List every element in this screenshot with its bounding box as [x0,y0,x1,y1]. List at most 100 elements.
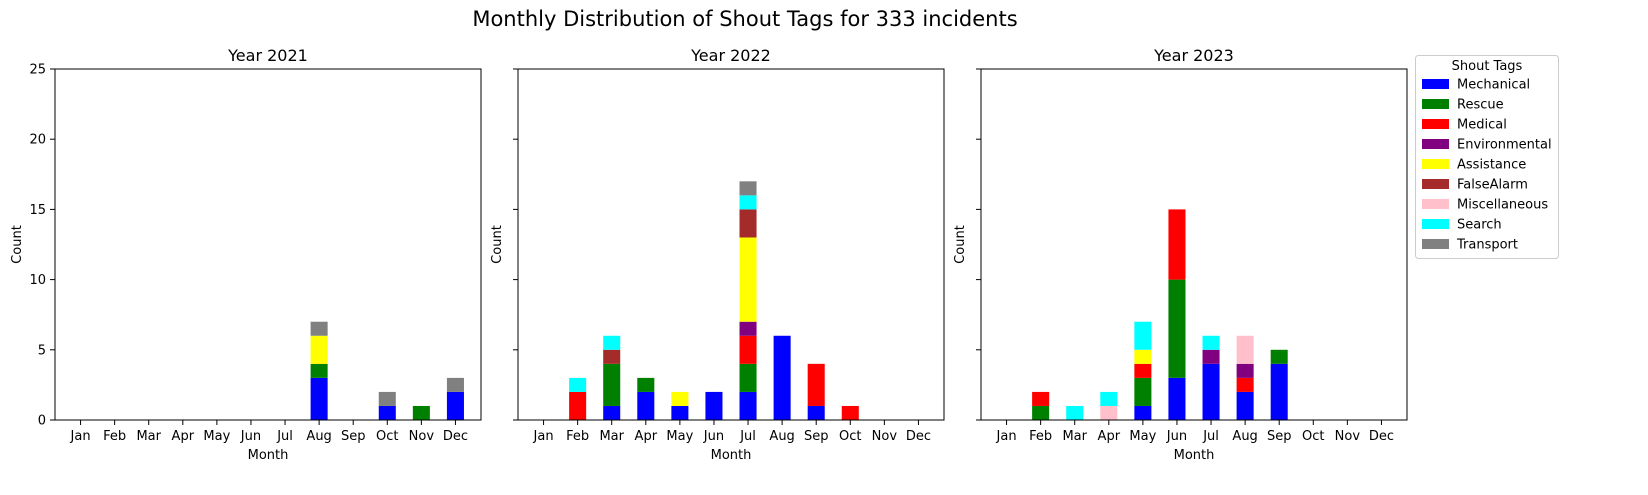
y-tick-label: 15 [29,203,46,218]
x-axis-label: Month [248,448,289,463]
bar-segment [841,405,859,420]
x-tick-label: Apr [1098,429,1121,444]
x-tick-label: Oct [1302,429,1324,444]
x-tick-label: Aug [769,429,794,444]
bar-segment [569,391,587,420]
axes-frame [54,68,482,421]
x-tick-label: Sep [804,429,829,444]
legend-swatch [1422,159,1449,169]
x-tick-label: Oct [376,429,398,444]
bar-segment [1202,363,1220,420]
legend-swatch [1422,199,1449,209]
legend-title: Shout Tags [1452,59,1523,74]
y-tick-label: 20 [29,133,46,148]
panel-2: Year 2022 Jan Feb Mar Apr May Jun Jul Aug Sep Oct N… [490,46,945,463]
bar-segment [1168,377,1186,420]
bar-segment [569,377,587,392]
legend-swatch [1422,219,1449,229]
x-tick-label: Sep [341,429,366,444]
x-tick-label: May [666,429,693,444]
bar-segment [1134,405,1152,420]
legend-entry-label: FalseAlarm [1457,178,1528,193]
bar-segment [739,363,757,392]
bar-segment [603,335,621,350]
bar-segment [378,391,396,406]
bar-segment [739,237,757,322]
x-tick-label: Oct [839,429,861,444]
bar-segment [739,321,757,336]
bar-segment [1100,391,1118,406]
x-tick-label: Jul [739,429,756,444]
legend-entry-label: Transport [1456,238,1518,253]
x-tick-label: Apr [172,429,195,444]
panel-1: Year 2021 Jan Feb Mar Apr May Jun Jul Aug Sep Oct N… [10,46,482,463]
axes-frame [517,68,945,421]
bar-segment [412,405,430,420]
y-axis-label: Count [10,225,25,264]
bar-segment [705,391,723,420]
x-tick-label: Jun [1166,429,1187,444]
x-tick-label: Dec [1369,429,1394,444]
bar-segment [1134,321,1152,350]
bar-segment [603,405,621,420]
bar-segment [1236,377,1254,392]
x-axis-label: Month [711,448,752,463]
legend-swatch [1422,79,1449,89]
legend-entry-label: Assistance [1457,158,1526,173]
x-tick-label: Feb [103,429,126,444]
bar-segment [310,363,328,378]
bar-segment [1134,377,1152,406]
y-axis-label: Count [490,225,505,264]
bar-segment [1032,405,1050,420]
legend-entry-label: Rescue [1457,98,1504,113]
bar-segment [807,363,825,406]
figure-title: Monthly Distribution of Shout Tags for 3… [472,7,1017,31]
bar-segment [446,391,464,420]
bar-segment [1134,349,1152,364]
bar-segment [671,405,689,420]
bar-segment [1202,335,1220,350]
panel-title: Year 2023 [1153,46,1234,65]
bar-segment [310,377,328,420]
x-tick-label: Jan [533,429,554,444]
x-tick-label: Feb [1029,429,1052,444]
bar-segment [739,209,757,238]
x-tick-label: Jan [996,429,1017,444]
legend-swatch [1422,119,1449,129]
x-tick-label: May [203,429,230,444]
legend-swatch [1422,139,1449,149]
x-tick-label: Jun [703,429,724,444]
bar-segment [773,335,791,420]
y-tick-label: 5 [38,343,46,358]
legend: Shout Tags Mechanical Rescue Medical Environ… [1415,55,1559,259]
bar-segment [378,405,396,420]
bar-segment [1032,391,1050,406]
legend-entry-label: Miscellaneous [1457,198,1548,213]
bar-segment [603,363,621,406]
legend-entry-label: Search [1457,218,1502,233]
panel-3: Year 2023 Jan Feb Mar Apr May Jun Jul Aug Sep Oct N… [953,46,1408,463]
legend-entry-label: Mechanical [1457,78,1530,93]
bar-segment [310,321,328,336]
bar-segment [739,195,757,210]
legend-entry-label: Environmental [1457,138,1552,153]
x-tick-label: Mar [1062,429,1087,444]
bar-segment [1134,363,1152,378]
x-tick-label: Apr [635,429,658,444]
bar-segment [310,335,328,364]
bar-segment [637,377,655,392]
x-tick-label: Aug [1232,429,1257,444]
x-tick-label: Mar [599,429,624,444]
bar-segment [637,391,655,420]
y-tick-label: 25 [29,63,46,78]
x-tick-label: Mar [136,429,161,444]
x-tick-label: Nov [409,429,435,444]
x-tick-label: Feb [566,429,589,444]
legend-swatch [1422,99,1449,109]
bar-segment [1236,391,1254,420]
x-tick-label: Jul [276,429,293,444]
bar-segment [739,335,757,364]
panel-title: Year 2022 [690,46,771,65]
bar-segment [1236,363,1254,378]
bar-segment [1066,405,1084,420]
